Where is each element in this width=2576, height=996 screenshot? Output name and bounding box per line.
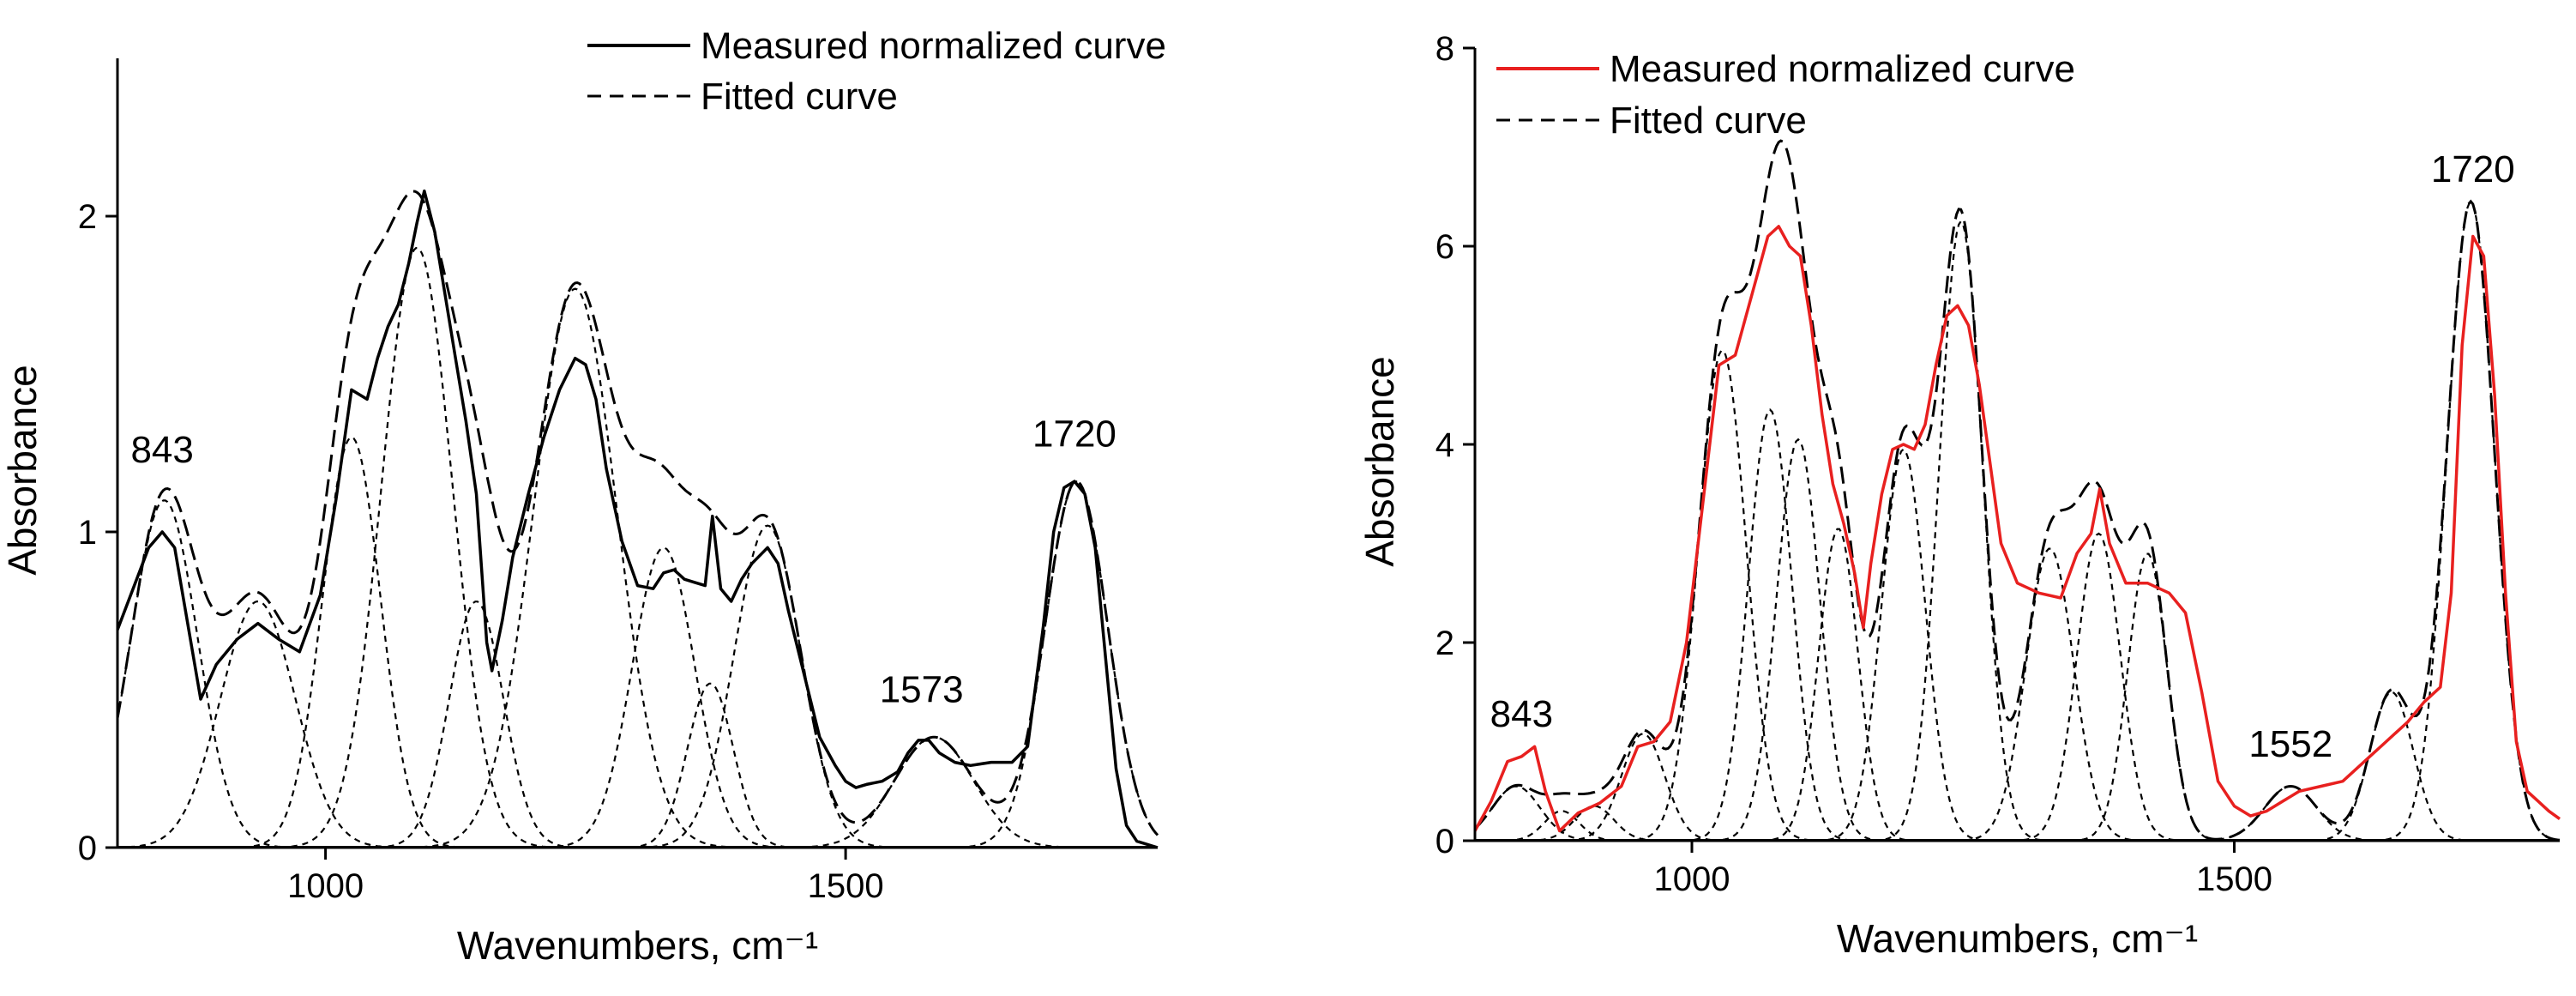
legend-label-fitted-left: Fitted curve (701, 75, 898, 118)
y-tick-label: 1 (78, 514, 97, 552)
fit-component (617, 524, 918, 849)
y-axis-label-left: Absorbance (0, 365, 45, 576)
fit-component (2363, 201, 2559, 842)
y-tick-label: 2 (1435, 625, 1454, 662)
plot-area-left (116, 189, 1159, 849)
peak-label: 843 (1490, 693, 1553, 735)
x-tick-label: 1000 (287, 867, 364, 905)
peak-label: 1720 (1032, 413, 1116, 456)
peak-label: 1720 (2431, 148, 2515, 190)
fit-component (1672, 408, 1868, 842)
measured-curve (1473, 225, 2561, 833)
legend-left: Measured normalized curve Fitted curve (587, 25, 1166, 118)
fitted-curve (116, 190, 1159, 836)
ticks-right: 1000 1500 0 2 4 6 8 (1435, 30, 2272, 898)
peak-labels-left: 843 1573 1720 (130, 413, 1116, 711)
fit-component (1484, 810, 1640, 842)
fit-component (1615, 349, 1830, 842)
fit-component (2001, 532, 2197, 842)
y-tick-label: 0 (1435, 823, 1454, 860)
fit-component (354, 601, 599, 849)
fit-component (1942, 547, 2158, 842)
legend-right: Measured normalized curve Fitted curve (1496, 48, 2075, 142)
x-axis-label-right: Wavenumbers, cm⁻¹ (1837, 916, 2198, 961)
legend-label-measured-left: Measured normalized curve (701, 25, 1166, 67)
fit-component (388, 287, 763, 849)
x-axis-label-left: Wavenumbers, cm⁻¹ (457, 923, 818, 968)
fit-component (607, 682, 814, 849)
y-tick-label: 0 (78, 830, 97, 867)
chart-right: 1000 1500 0 2 4 6 8 Wavenumbers, cm⁻¹ Absorban… (1357, 30, 2561, 961)
fit-component (1750, 528, 1927, 842)
fitted-curve (1473, 139, 2561, 842)
measured-curve (116, 189, 1159, 849)
peak-label: 843 (130, 429, 193, 471)
ticks-left: 1000 1500 0 1 2 (78, 198, 884, 905)
fit-component (523, 546, 804, 849)
x-tick-label: 1500 (2196, 860, 2272, 898)
fit-component (936, 480, 1158, 849)
fit-component (755, 736, 1112, 849)
y-axis-label-right: Absorbance (1357, 356, 1402, 567)
x-tick-label: 1000 (1654, 860, 1730, 898)
y-tick-label: 4 (1435, 426, 1454, 464)
x-tick-label: 1500 (808, 867, 884, 905)
fit-component (1863, 220, 2059, 842)
y-tick-label: 6 (1435, 228, 1454, 266)
fit-component (1805, 448, 2001, 842)
fit-component (117, 601, 425, 849)
fit-component (2173, 785, 2408, 842)
plot-area-right (1473, 139, 2561, 842)
fit-component (2294, 691, 2489, 842)
fit-component (220, 436, 483, 849)
peak-labels-right: 843 1552 1720 (1490, 148, 2515, 765)
legend-label-fitted-right: Fitted curve (1610, 100, 1807, 142)
fit-component (1506, 805, 1682, 842)
fit-component (257, 247, 576, 849)
fit-component (1700, 438, 1896, 842)
peak-label: 1573 (880, 669, 964, 711)
chart-left: 1000 1500 0 1 2 Wavenumbers, cm⁻¹ Absorbance… (0, 25, 1166, 968)
fit-component (2059, 552, 2236, 842)
y-tick-label: 2 (78, 198, 97, 236)
legend-label-measured-right: Measured normalized curve (1610, 48, 2075, 90)
fit-component (1474, 785, 1622, 842)
peak-label: 1552 (2248, 723, 2332, 765)
y-tick-label: 8 (1435, 30, 1454, 68)
fit-component (1545, 733, 1741, 842)
